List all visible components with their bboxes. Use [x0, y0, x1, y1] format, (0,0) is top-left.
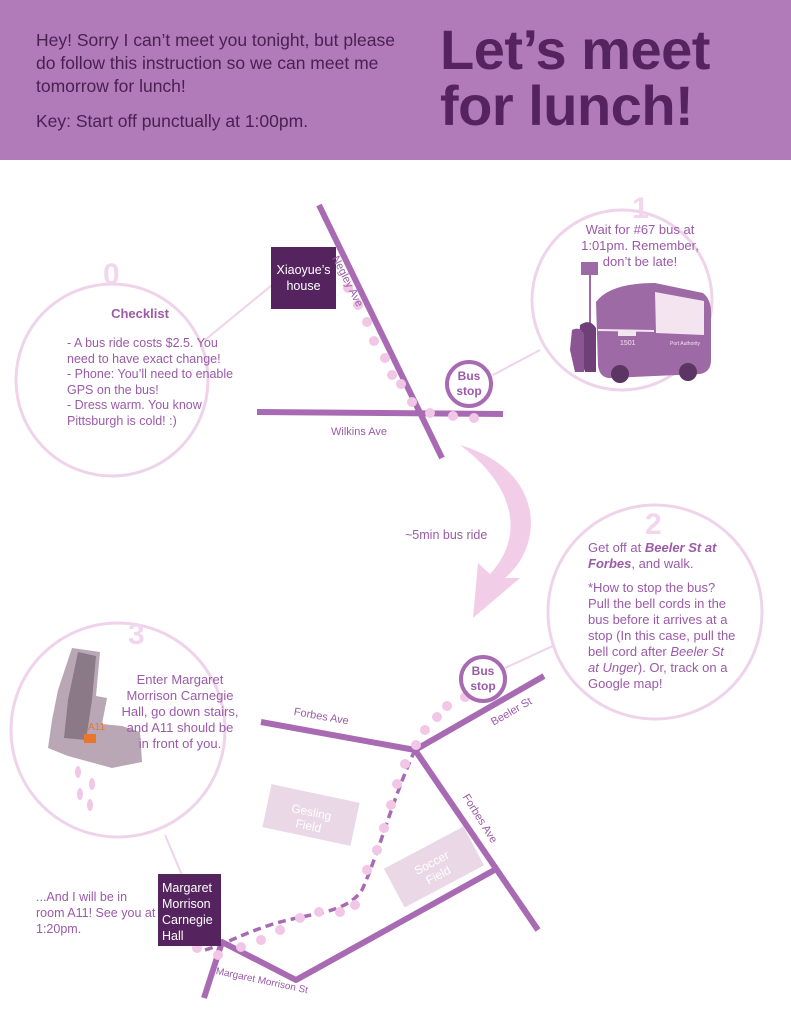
- walk-dots-top: [343, 283, 479, 423]
- gesling-field: [262, 784, 360, 846]
- bus-ride-arrow: [460, 445, 531, 618]
- margaret-morrison-st: [201, 865, 500, 999]
- step2-line-prefix: Get off at: [588, 540, 645, 555]
- intro-key: Key: Start off punctually at 1:00pm.: [36, 111, 309, 131]
- negley-ave-street: [316, 203, 445, 460]
- checklist-item-phone: - Phone: You’ll need to enable GPS on th…: [67, 367, 234, 397]
- step0-number: 0: [103, 258, 120, 291]
- step1-number: 1: [632, 192, 649, 225]
- checklist-item-dress: - Dress warm. You know Pittsburgh is col…: [67, 398, 202, 428]
- step2-line-suffix: , and walk.: [631, 556, 694, 571]
- bus-ride-duration: ~5min bus ride: [405, 528, 488, 542]
- step2-instruction: Get off at Beeler St at Forbes, and walk…: [588, 540, 738, 572]
- page-title: Let’s meet for lunch!: [440, 22, 710, 134]
- walk-dots-bottom: [192, 692, 470, 960]
- step2-tip-suffix: ). Or, track on a Google map!: [588, 660, 728, 691]
- bus-brand-label: Port Authority: [670, 341, 701, 347]
- soccer-field: [383, 826, 485, 908]
- bus-stop-top: [445, 360, 493, 408]
- step2-number: 2: [645, 508, 662, 541]
- step3-instruction: Enter Margaret Morrison Carnegie Hall, g…: [121, 672, 239, 751]
- header-banner: Hey! Sorry I can’t meet you tonight, but…: [0, 0, 791, 160]
- step3-circle: [9, 621, 227, 839]
- room-a11-marker: [84, 734, 96, 743]
- step2-tip-prefix: *How to stop the bus? Pull the bell cord…: [588, 580, 736, 659]
- title-line-2: for lunch!: [440, 74, 694, 137]
- step3-number: 3: [128, 618, 145, 651]
- forbes-ave-diagonal: [412, 748, 541, 932]
- street-label-wilkins: Wilkins Ave: [331, 426, 388, 438]
- destination-box: Margaret Morrison Carnegie Hall: [158, 874, 221, 946]
- step2-circle: [546, 503, 764, 721]
- room-a11-label: A11: [88, 722, 105, 733]
- connector-1: [492, 349, 541, 376]
- bus-stop-bottom: [459, 655, 507, 703]
- checklist-item-fare: - A bus ride costs $2.5. You need to hav…: [67, 336, 221, 366]
- wilkins-ave-street: [256, 409, 504, 417]
- forbes-ave-street: [260, 719, 416, 753]
- beeler-st-street: [413, 673, 546, 753]
- start-location-box: Xiaoyue’s house: [271, 247, 336, 309]
- step0-heading: Checklist: [111, 306, 169, 321]
- bus-number-label: 1501: [620, 340, 636, 347]
- step0-circle: [14, 282, 210, 478]
- connector-2: [504, 644, 556, 669]
- intro-text: Hey! Sorry I can’t meet you tonight, but…: [36, 29, 406, 145]
- building-illustration: A11: [48, 648, 142, 811]
- connector-3: [164, 834, 183, 876]
- checklist: - A bus ride costs $2.5. You need to hav…: [67, 336, 237, 429]
- bus-stop-top-label: Bus stop: [456, 369, 482, 398]
- walking-path: [204, 749, 417, 952]
- step2-tip: *How to stop the bus? Pull the bell cord…: [588, 580, 738, 692]
- intro-message: Hey! Sorry I can’t meet you tonight, but…: [36, 30, 395, 96]
- step1-instruction: Wait for #67 bus at 1:01pm. Remember, do…: [581, 222, 699, 269]
- bus-stop-bottom-label: Bus stop: [470, 664, 496, 693]
- step1-circle: [530, 208, 714, 392]
- connector-0: [204, 284, 273, 341]
- bus-illustration: 1501 Port Authority: [570, 262, 712, 383]
- final-note: ...And I will be in room A11! See you at…: [36, 890, 156, 936]
- step2-stop-name: Beeler St at Forbes: [588, 540, 717, 571]
- title-line-1: Let’s meet: [440, 18, 710, 81]
- step2-tip-stop: Beeler St at Unger: [588, 644, 724, 675]
